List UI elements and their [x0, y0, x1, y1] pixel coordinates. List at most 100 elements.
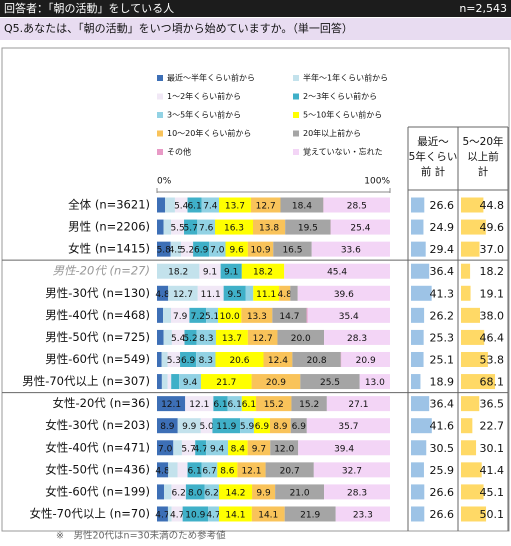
data-label: 8.9 — [273, 422, 288, 432]
bar-segment — [241, 396, 257, 412]
legend-label: 覚えていない・忘れた — [303, 147, 383, 157]
data-label: 5.7 — [184, 224, 198, 234]
data-label: 11.9 — [216, 422, 236, 432]
bar-segment — [218, 307, 242, 323]
bar-segment — [270, 418, 291, 434]
summary-value: 26.6 — [430, 199, 455, 212]
data-label: 39.4 — [334, 444, 354, 454]
data-label: 13.7 — [225, 202, 245, 212]
bar-segment — [171, 374, 180, 390]
bar-segment — [225, 241, 248, 257]
bar-segment — [173, 440, 182, 456]
bar-segment — [177, 462, 188, 478]
summary-header: 5年くらい — [409, 150, 458, 163]
category-label: 男性-20代 (n=27) — [53, 264, 150, 278]
summary-bar — [411, 285, 432, 301]
data-label: 27.1 — [348, 400, 368, 410]
data-label: 16.3 — [224, 224, 244, 234]
footnote: ※ 男性20代はn=30未満のため参考値 — [56, 530, 226, 542]
summary-value: 30.1 — [480, 442, 505, 455]
bar-segment — [280, 197, 324, 213]
bar-segment — [311, 241, 390, 257]
bar-segment — [174, 197, 188, 213]
summary-value: 18.9 — [430, 376, 455, 389]
summary-bar — [411, 484, 425, 500]
summary-bar — [461, 484, 484, 500]
data-label: 6.9 — [194, 246, 209, 256]
bar-segment — [171, 484, 186, 500]
bar-segment — [167, 351, 181, 367]
data-label: 13.0 — [365, 378, 385, 388]
bar-segment — [157, 418, 178, 434]
bar-segment — [237, 462, 266, 478]
data-label: 5.2 — [183, 334, 197, 344]
bar-segment — [185, 484, 205, 500]
legend-swatch — [293, 93, 299, 100]
data-label: 23.3 — [353, 510, 373, 520]
data-label: 19.5 — [298, 224, 318, 234]
data-label: 12.1 — [161, 400, 181, 410]
bar-segment — [179, 374, 202, 390]
legend-swatch — [293, 75, 299, 81]
bar-segment — [185, 396, 214, 412]
data-label: 5.7 — [181, 444, 195, 454]
bar-segment — [251, 374, 301, 390]
bar-segment — [265, 462, 314, 478]
summary-value: 53.8 — [480, 353, 505, 366]
summary-bar — [461, 462, 482, 478]
bar-segment — [196, 329, 216, 345]
data-label: 9.4 — [210, 444, 225, 454]
bar-segment — [306, 307, 308, 323]
summary-value: 45.1 — [480, 486, 505, 499]
bar-segment — [324, 329, 390, 345]
data-label: 7.6 — [199, 224, 214, 234]
x-tick-label: 0% — [157, 177, 172, 187]
data-label: 12.1 — [241, 466, 261, 476]
summary-bar — [461, 418, 473, 434]
data-label: 4.7 — [155, 510, 169, 520]
bar-segment — [195, 440, 207, 456]
bar-segment — [228, 440, 248, 456]
data-label: 5.0 — [199, 422, 214, 432]
bar-segment — [252, 219, 286, 235]
bar-segment — [184, 329, 197, 345]
bar-segment — [251, 506, 285, 522]
data-label: 6.9 — [255, 422, 270, 432]
bar-segment — [187, 197, 202, 213]
data-label: 9.9 — [256, 488, 271, 498]
bar-segment — [218, 484, 253, 500]
data-label: 20.9 — [356, 356, 376, 366]
legend-label: 半年～1年くらい前から — [303, 73, 388, 83]
summary-value: 25.3 — [430, 331, 455, 344]
bar-segment — [171, 219, 185, 235]
bar-segment — [241, 263, 285, 279]
summary-value: 29.4 — [430, 243, 455, 256]
summary-bar — [411, 506, 425, 522]
data-label: 14.1 — [258, 510, 278, 520]
legend-label: 10～20年くらい前から — [167, 128, 251, 138]
summary-value: 46.4 — [480, 331, 505, 344]
summary-header: 計 — [478, 165, 489, 178]
data-label: 14.1 — [225, 510, 245, 520]
data-label: 7.4 — [203, 202, 218, 212]
bar-segment — [253, 418, 271, 434]
data-label: 5.5 — [170, 224, 184, 234]
legend-label: 20年以上前から — [303, 128, 361, 138]
bar-segment — [247, 440, 271, 456]
data-label: 25.5 — [320, 378, 340, 388]
data-label: 6.1 — [187, 202, 201, 212]
bar-segment — [157, 241, 171, 257]
bar-segment — [323, 197, 390, 213]
data-label: 35.7 — [338, 422, 358, 432]
bar-segment — [297, 285, 390, 301]
bar-segment — [157, 506, 168, 522]
bar-segment — [307, 307, 390, 323]
bar-segment — [290, 418, 307, 434]
data-label: 35.4 — [339, 312, 359, 322]
data-label: 6.9 — [181, 356, 196, 366]
data-label: 5.4 — [171, 334, 186, 344]
bar-segment — [181, 440, 196, 456]
data-label: 7.2 — [191, 312, 205, 322]
bar-segment — [184, 219, 198, 235]
bar-segment — [313, 462, 390, 478]
